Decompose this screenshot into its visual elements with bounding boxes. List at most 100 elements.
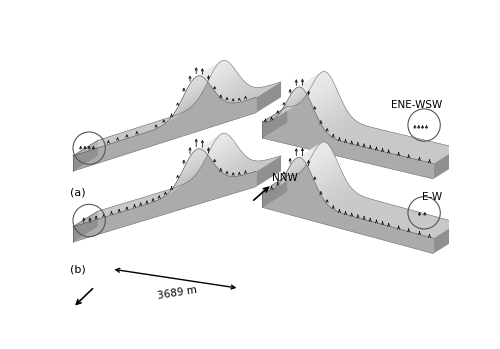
Polygon shape bbox=[201, 134, 226, 149]
Polygon shape bbox=[386, 210, 412, 226]
Polygon shape bbox=[210, 69, 236, 86]
Polygon shape bbox=[244, 159, 269, 175]
Polygon shape bbox=[411, 217, 436, 232]
Polygon shape bbox=[393, 212, 418, 228]
Polygon shape bbox=[144, 190, 170, 205]
Polygon shape bbox=[256, 82, 281, 113]
Polygon shape bbox=[392, 211, 418, 227]
Polygon shape bbox=[90, 206, 116, 221]
Polygon shape bbox=[282, 92, 308, 110]
Polygon shape bbox=[73, 133, 281, 227]
Polygon shape bbox=[150, 187, 176, 203]
Polygon shape bbox=[74, 140, 100, 156]
Polygon shape bbox=[109, 200, 134, 216]
Polygon shape bbox=[384, 136, 410, 152]
Polygon shape bbox=[316, 98, 342, 115]
Polygon shape bbox=[138, 191, 164, 207]
Polygon shape bbox=[160, 183, 186, 199]
Polygon shape bbox=[345, 199, 370, 214]
Polygon shape bbox=[376, 134, 402, 150]
Polygon shape bbox=[348, 200, 374, 215]
Polygon shape bbox=[405, 141, 430, 157]
Polygon shape bbox=[128, 123, 153, 139]
Polygon shape bbox=[423, 220, 448, 236]
Polygon shape bbox=[379, 208, 405, 224]
Polygon shape bbox=[422, 146, 448, 161]
Polygon shape bbox=[84, 136, 110, 152]
Polygon shape bbox=[394, 212, 419, 228]
Polygon shape bbox=[131, 121, 156, 137]
Polygon shape bbox=[343, 198, 369, 214]
Polygon shape bbox=[104, 130, 129, 146]
Polygon shape bbox=[97, 132, 122, 148]
Polygon shape bbox=[336, 124, 362, 140]
Polygon shape bbox=[270, 105, 296, 121]
Polygon shape bbox=[249, 158, 274, 173]
Polygon shape bbox=[367, 132, 393, 148]
Polygon shape bbox=[177, 164, 203, 181]
Polygon shape bbox=[358, 130, 384, 146]
Polygon shape bbox=[380, 135, 406, 151]
Polygon shape bbox=[262, 87, 434, 179]
Polygon shape bbox=[178, 162, 204, 179]
Polygon shape bbox=[387, 210, 412, 226]
Polygon shape bbox=[138, 119, 164, 135]
Polygon shape bbox=[184, 79, 209, 96]
Polygon shape bbox=[150, 116, 175, 131]
Polygon shape bbox=[236, 161, 262, 176]
Polygon shape bbox=[172, 99, 198, 116]
Polygon shape bbox=[155, 186, 180, 201]
Polygon shape bbox=[295, 73, 320, 89]
Polygon shape bbox=[282, 164, 307, 181]
Polygon shape bbox=[388, 138, 414, 153]
Polygon shape bbox=[367, 205, 393, 221]
Polygon shape bbox=[244, 159, 270, 175]
Polygon shape bbox=[152, 114, 178, 130]
Polygon shape bbox=[98, 132, 124, 148]
Polygon shape bbox=[96, 204, 122, 220]
Polygon shape bbox=[264, 176, 289, 191]
Polygon shape bbox=[277, 100, 302, 116]
Polygon shape bbox=[355, 202, 381, 217]
Polygon shape bbox=[198, 60, 224, 76]
Polygon shape bbox=[198, 60, 223, 76]
Polygon shape bbox=[360, 131, 385, 146]
Polygon shape bbox=[175, 167, 201, 184]
Polygon shape bbox=[322, 181, 347, 198]
Polygon shape bbox=[271, 105, 296, 121]
Polygon shape bbox=[376, 207, 402, 223]
Polygon shape bbox=[104, 202, 129, 217]
Polygon shape bbox=[364, 132, 390, 147]
Polygon shape bbox=[102, 202, 128, 218]
Polygon shape bbox=[194, 135, 220, 152]
Polygon shape bbox=[186, 148, 211, 165]
Polygon shape bbox=[156, 113, 182, 129]
Polygon shape bbox=[295, 143, 320, 159]
Polygon shape bbox=[110, 128, 136, 144]
Polygon shape bbox=[132, 193, 158, 209]
Polygon shape bbox=[268, 106, 293, 122]
Polygon shape bbox=[196, 61, 222, 76]
Polygon shape bbox=[342, 126, 368, 142]
Polygon shape bbox=[230, 87, 256, 103]
Polygon shape bbox=[164, 180, 190, 196]
Polygon shape bbox=[132, 121, 158, 137]
Polygon shape bbox=[162, 110, 187, 126]
Polygon shape bbox=[166, 106, 192, 123]
Polygon shape bbox=[208, 66, 233, 83]
Polygon shape bbox=[268, 176, 293, 191]
Polygon shape bbox=[93, 134, 119, 149]
Polygon shape bbox=[420, 219, 446, 235]
Polygon shape bbox=[325, 186, 351, 203]
Polygon shape bbox=[289, 80, 314, 97]
Polygon shape bbox=[170, 175, 196, 192]
Polygon shape bbox=[272, 104, 298, 120]
Polygon shape bbox=[418, 144, 444, 160]
Polygon shape bbox=[203, 134, 228, 151]
Polygon shape bbox=[372, 133, 397, 149]
Polygon shape bbox=[426, 146, 452, 162]
Polygon shape bbox=[84, 208, 110, 223]
Polygon shape bbox=[116, 126, 142, 142]
Polygon shape bbox=[294, 144, 320, 160]
Polygon shape bbox=[138, 191, 163, 207]
